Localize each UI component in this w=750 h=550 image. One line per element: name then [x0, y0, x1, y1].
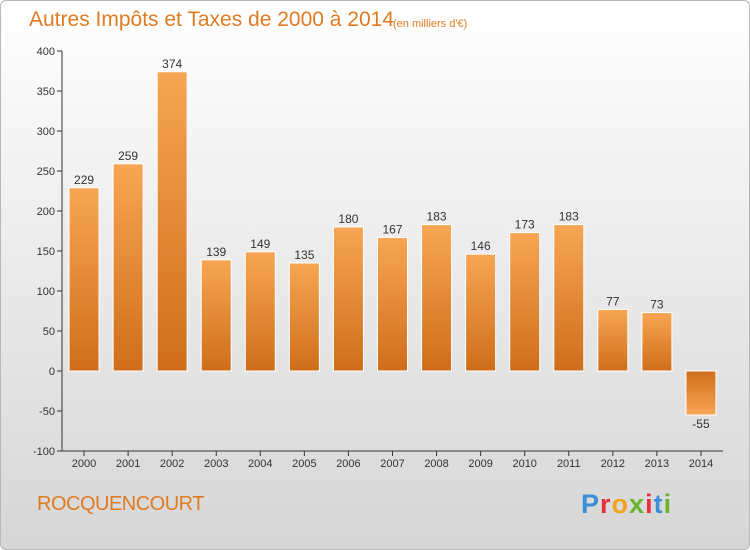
bar: [332, 226, 364, 372]
x-tick-label: 2004: [248, 458, 272, 470]
x-tick-label: 2002: [160, 458, 184, 470]
bar-value-label: 229: [74, 173, 94, 187]
x-tick-label: 2003: [204, 458, 228, 470]
y-tick-label: 350: [37, 86, 55, 98]
bar-value-label: 149: [250, 237, 270, 251]
bar: [509, 232, 541, 372]
bar: [288, 262, 320, 372]
bar: [200, 259, 232, 372]
x-tick-label: 2009: [468, 458, 492, 470]
bar: [421, 224, 453, 372]
x-tick-label: 2005: [292, 458, 316, 470]
chart-title: Autres Impôts et Taxes de 2000 à 2014: [29, 8, 395, 31]
commune-name: ROCQUENCOURT: [37, 493, 204, 515]
x-tick-label: 2001: [116, 458, 140, 470]
logo-letter: r: [600, 489, 612, 519]
x-tick-label: 2000: [72, 458, 96, 470]
x-tick-label: 2010: [512, 458, 536, 470]
logo-letter: t: [653, 489, 664, 519]
logo-letter: i: [645, 489, 654, 519]
bar: [68, 187, 100, 372]
y-tick-label: 250: [37, 166, 55, 178]
logo-letter: o: [611, 489, 630, 519]
chart-unit-note: (en milliers d'€): [393, 18, 468, 30]
logo-letter: P: [581, 489, 601, 519]
bar: [553, 224, 585, 372]
bar-value-label: 374: [162, 57, 182, 71]
bar-value-label: 139: [206, 245, 226, 259]
x-tick-label: 2006: [336, 458, 360, 470]
x-tick-label: 2008: [424, 458, 448, 470]
x-tick-label: 2014: [689, 458, 713, 470]
logo-letter: i: [663, 489, 673, 519]
y-tick-label: 200: [37, 206, 55, 218]
bar-value-label: 183: [427, 210, 447, 224]
y-tick-label: -100: [33, 446, 55, 458]
bar: [377, 236, 408, 372]
bar-value-label: 146: [471, 239, 491, 253]
x-tick-label: 2013: [645, 458, 669, 470]
bar: [641, 312, 673, 372]
x-tick-label: 2007: [380, 458, 404, 470]
bar-value-label: 183: [559, 210, 579, 224]
y-tick-label: 400: [37, 46, 55, 58]
x-tick-label: 2012: [601, 458, 625, 470]
bar: [244, 251, 276, 372]
bar: [685, 370, 717, 416]
bar: [465, 253, 497, 372]
bar-value-label: 77: [606, 294, 620, 308]
y-tick-label: 100: [37, 286, 55, 298]
bar-value-label: 173: [515, 218, 535, 232]
bar-value-label: 180: [338, 212, 358, 226]
logo-letter: x: [629, 489, 646, 519]
bar: [597, 308, 629, 372]
y-tick-label: -50: [39, 406, 55, 418]
bar-value-label: 135: [294, 248, 314, 262]
bar-value-label: -55: [692, 417, 710, 431]
bar-value-label: 259: [118, 149, 138, 163]
bar: [156, 71, 188, 372]
y-tick-label: 300: [37, 126, 55, 138]
bar: [112, 163, 144, 372]
x-tick-label: 2011: [557, 458, 581, 470]
bar-value-label: 73: [650, 298, 664, 312]
bar-value-label: 167: [382, 222, 402, 236]
y-tick-label: 50: [43, 326, 55, 338]
y-tick-label: 150: [37, 246, 55, 258]
y-tick-label: 0: [49, 366, 55, 378]
proxiti-logo: Proxiti: [581, 489, 672, 520]
